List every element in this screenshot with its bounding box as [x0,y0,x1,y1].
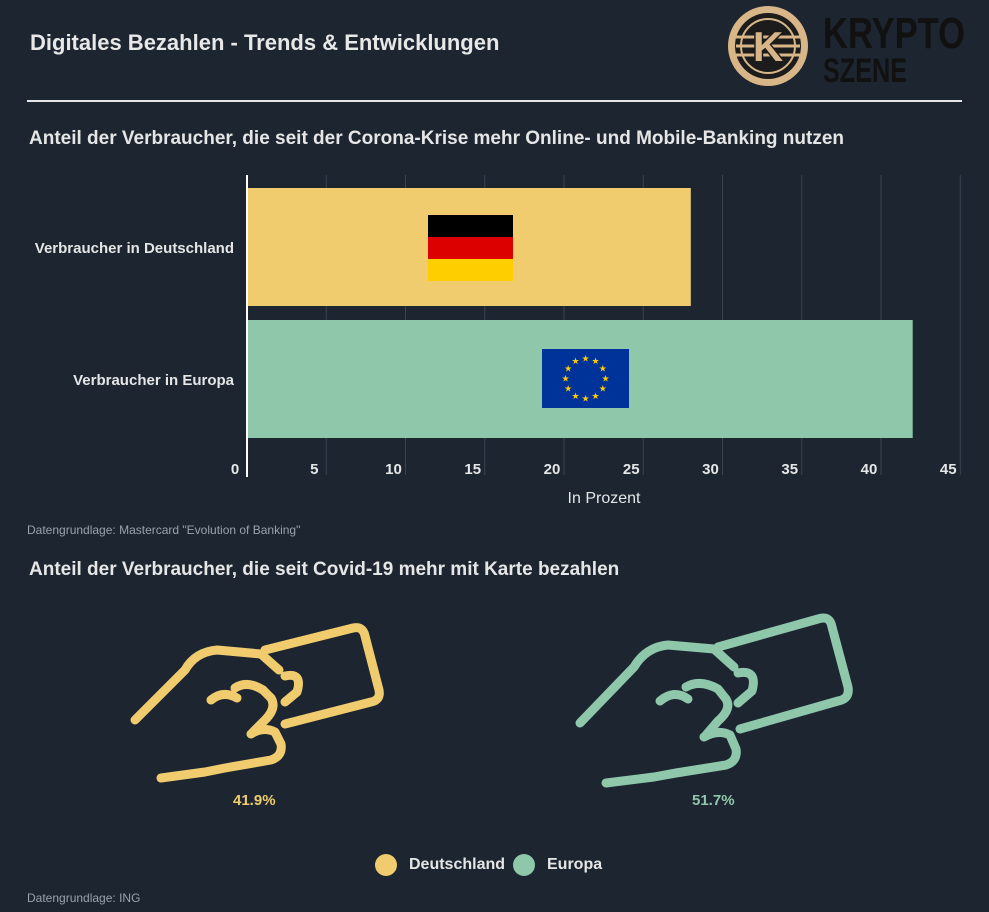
legend: Deutschland Europa [0,854,989,878]
x-tick-label: 15 [464,461,481,478]
svg-text:★: ★ [564,384,572,394]
svg-text:★: ★ [601,374,609,384]
category-label: Verbraucher in Deutschland [35,240,234,257]
flag-eu-icon: ★ ★★★★★★★★★★★ [542,349,629,408]
value-label-europa: 51.7% [692,792,735,809]
svg-text:★: ★ [581,394,589,404]
category-label: Verbraucher in Europa [73,372,235,389]
legend-item-europa[interactable]: Europa [513,854,602,876]
x-tick-label: 5 [310,461,318,478]
svg-text:★: ★ [581,354,589,364]
svg-text:★: ★ [571,391,579,401]
x-tick-label: 10 [385,461,402,478]
logo-text-top: KRYPTO [823,9,965,58]
hand-card-icon-deutschland [130,623,384,783]
krypto-szene-logo: K KRYPTO SZENE [728,6,965,88]
svg-text:★: ★ [591,391,599,401]
x-tick-label: 40 [861,461,878,478]
banking-bar-chart: Verbraucher in Deutschland Verbraucher in… [35,175,961,507]
source-note-mastercard: Datengrundlage: Mastercard "Evolution of… [27,523,301,537]
legend-item-deutschland[interactable]: Deutschland [375,854,505,876]
source-note-ing: Datengrundlage: ING [27,891,141,905]
x-tick-label: 20 [544,461,561,478]
hand-card-icon-europa [575,613,853,788]
svg-text:★: ★ [571,356,579,366]
legend-label-europa: Europa [547,856,603,873]
x-axis-title: In Prozent [568,490,641,507]
logo-letter: K [753,23,783,70]
legend-dot-deutschland [375,854,397,876]
x-tick-label: 25 [623,461,640,478]
svg-text:★: ★ [561,374,569,384]
logo-text-bottom: SZENE [823,52,907,88]
svg-text:★: ★ [599,384,607,394]
value-label-deutschland: 41.9% [233,792,276,809]
legend-dot-europa [513,854,535,876]
chart-subtitle-card: Anteil der Verbraucher, die seit Covid-1… [29,559,620,580]
chart-subtitle-banking: Anteil der Verbraucher, die seit der Cor… [29,128,845,149]
svg-text:★: ★ [564,364,572,374]
x-tick-label: 35 [781,461,798,478]
legend-label-deutschland: Deutschland [409,856,506,873]
header-divider [27,100,962,102]
svg-text:★: ★ [599,364,607,374]
x-tick-label: 45 [940,461,957,478]
flag-germany-icon [428,215,513,281]
page-title: Digitales Bezahlen - Trends & Entwicklun… [30,30,500,55]
svg-text:★: ★ [591,356,599,366]
x-tick-label: 0 [231,461,239,478]
x-tick-label: 30 [702,461,719,478]
